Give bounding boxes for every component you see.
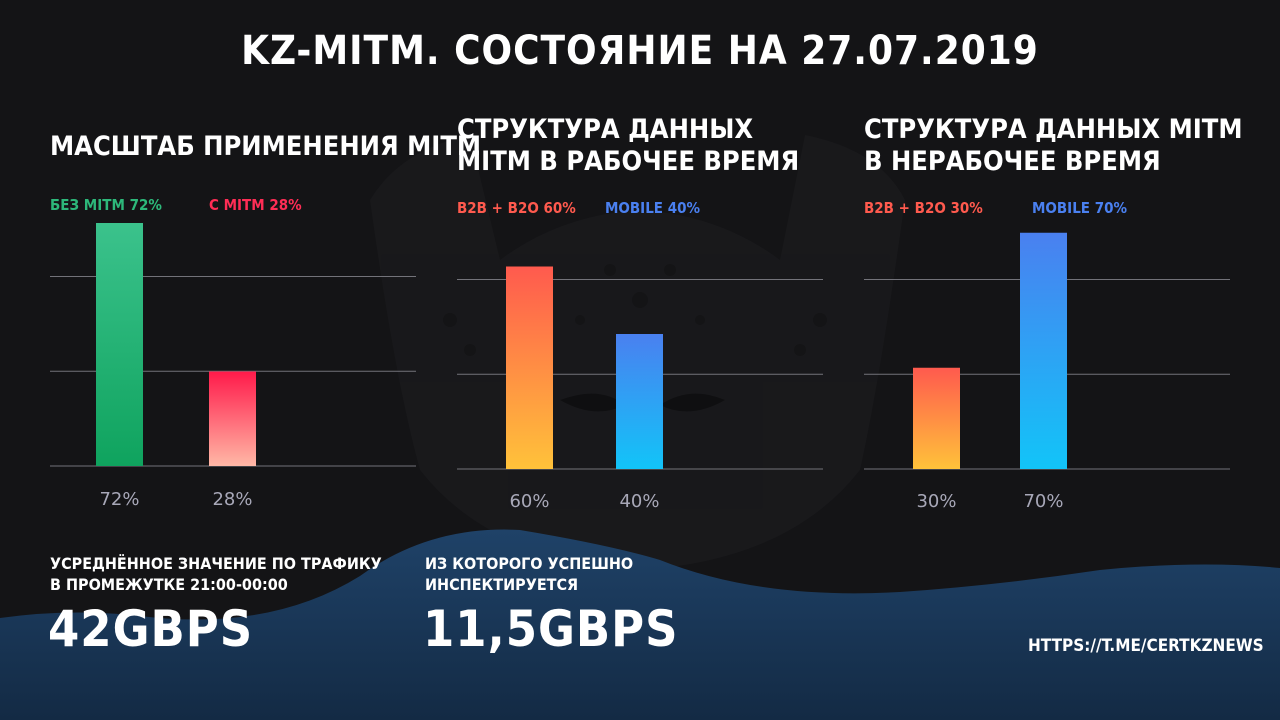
chart-title-work-line1: СТРУКТУРА ДАННЫХ xyxy=(457,114,754,145)
bar-value-label-0-0: 72% xyxy=(99,489,139,510)
bar-value-label-1-0: 60% xyxy=(509,491,549,512)
legend-offwork-b2b: B2B + B2O 30% xyxy=(864,199,983,217)
chart-title-offwork-line2: В НЕРАБОЧЕЕ ВРЕМЯ xyxy=(864,146,1161,177)
bar-2-0 xyxy=(913,367,960,469)
chart-title-scale: МАСШТАБ ПРИМЕНЕНИЯ MITM xyxy=(50,131,482,162)
legend-with-mitm: С MITM 28% xyxy=(209,196,302,214)
avg-traffic-label-line1: УСРЕДНЁННОЕ ЗНАЧЕНИЕ ПО ТРАФИКУ xyxy=(50,554,382,573)
bar-value-label-0-1: 28% xyxy=(212,489,252,510)
chart-title-work-line2: MITM В РАБОЧЕЕ ВРЕМЯ xyxy=(457,146,800,177)
avg-traffic-value: 42GBPS xyxy=(48,600,254,658)
bar-2-1 xyxy=(1020,232,1067,469)
avg-traffic-label-line2: В ПРОМЕЖУТКЕ 21:00-00:00 xyxy=(50,575,288,594)
inspected-value: 11,5GBPS xyxy=(423,600,679,658)
bar-0-0 xyxy=(96,223,143,466)
legend-no-mitm: БЕЗ MITM 72% xyxy=(50,196,162,214)
bar-value-label-2-0: 30% xyxy=(916,491,956,512)
inspected-label-line1: ИЗ КОТОРОГО УСПЕШНО xyxy=(425,554,634,573)
bar-1-0 xyxy=(506,266,553,469)
chart-title-work: СТРУКТУРА ДАННЫХ MITM В РАБОЧЕЕ ВРЕМЯ xyxy=(457,114,799,178)
bar-1-1 xyxy=(616,334,663,469)
telegram-link[interactable]: HTTPS://T.ME/CERTKZNEWS xyxy=(1028,636,1264,656)
chart-title-offwork: СТРУКТУРА ДАННЫХ MITM В НЕРАБОЧЕЕ ВРЕМЯ xyxy=(864,114,1243,178)
page-title: KZ-MITM. СОСТОЯНИЕ НА 27.07.2019 xyxy=(241,28,1039,74)
chart-title-offwork-line1: СТРУКТУРА ДАННЫХ MITM xyxy=(864,114,1243,145)
legend-offwork-mobile: MOBILE 70% xyxy=(1032,199,1128,217)
legend-work-b2b: B2B + B2O 60% xyxy=(457,199,576,217)
bar-value-label-1-1: 40% xyxy=(619,491,659,512)
wave-shape xyxy=(0,529,1280,720)
avg-traffic-label: УСРЕДНЁННОЕ ЗНАЧЕНИЕ ПО ТРАФИКУ В ПРОМЕЖ… xyxy=(50,553,382,595)
bar-0-1 xyxy=(209,371,256,466)
inspected-label: ИЗ КОТОРОГО УСПЕШНО ИНСПЕКТИРУЕТСЯ xyxy=(425,553,633,595)
legend-work-mobile: MOBILE 40% xyxy=(605,199,701,217)
inspected-label-line2: ИНСПЕКТИРУЕТСЯ xyxy=(425,575,579,594)
bar-value-label-2-1: 70% xyxy=(1023,491,1063,512)
